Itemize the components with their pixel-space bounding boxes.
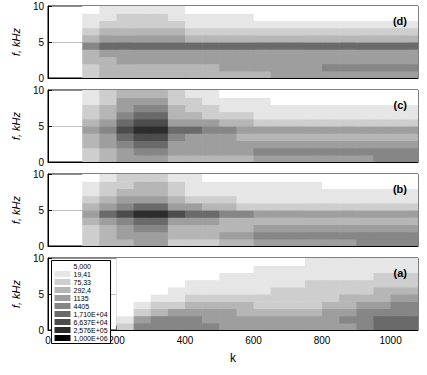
svg-text:1,000E+06: 1,000E+06 xyxy=(74,335,108,342)
svg-text:600: 600 xyxy=(245,335,262,346)
svg-text:0: 0 xyxy=(38,241,44,252)
svg-text:400: 400 xyxy=(177,335,194,346)
svg-text:292,4: 292,4 xyxy=(74,287,92,294)
svg-text:k: k xyxy=(230,351,237,365)
svg-text:f, kHz: f, kHz xyxy=(10,279,22,308)
svg-text:4405: 4405 xyxy=(74,303,90,310)
svg-text:0: 0 xyxy=(38,325,44,336)
svg-text:200: 200 xyxy=(108,334,125,346)
svg-text:10: 10 xyxy=(33,253,45,264)
svg-text:(b): (b) xyxy=(393,183,407,195)
svg-text:f, kHz: f, kHz xyxy=(10,111,22,140)
svg-text:f, kHz: f, kHz xyxy=(10,195,22,224)
svg-text:800: 800 xyxy=(314,335,331,346)
svg-text:0: 0 xyxy=(38,157,44,168)
svg-text:2,576E+05: 2,576E+05 xyxy=(74,327,108,334)
svg-text:5: 5 xyxy=(38,289,44,300)
svg-text:5: 5 xyxy=(38,37,44,48)
svg-text:f, kHz: f, kHz xyxy=(10,27,22,56)
svg-text:1135: 1135 xyxy=(74,295,89,302)
svg-text:6,637E+04: 6,637E+04 xyxy=(74,319,108,326)
svg-text:1000: 1000 xyxy=(379,335,402,346)
svg-text:(a): (a) xyxy=(394,267,408,279)
svg-text:0: 0 xyxy=(38,73,44,84)
svg-text:(d): (d) xyxy=(393,15,407,27)
svg-text:10: 10 xyxy=(33,85,45,96)
svg-text:(c): (c) xyxy=(394,99,408,111)
svg-text:5: 5 xyxy=(38,205,44,216)
svg-text:5: 5 xyxy=(38,121,44,132)
svg-text:19,41: 19,41 xyxy=(74,271,92,278)
svg-text:1,710E+04: 1,710E+04 xyxy=(74,311,108,318)
svg-text:10: 10 xyxy=(33,1,45,12)
svg-text:75,33: 75,33 xyxy=(74,279,92,286)
svg-text:10: 10 xyxy=(33,169,45,180)
svg-text:5,000: 5,000 xyxy=(74,263,92,270)
svg-text:0: 0 xyxy=(45,335,51,346)
